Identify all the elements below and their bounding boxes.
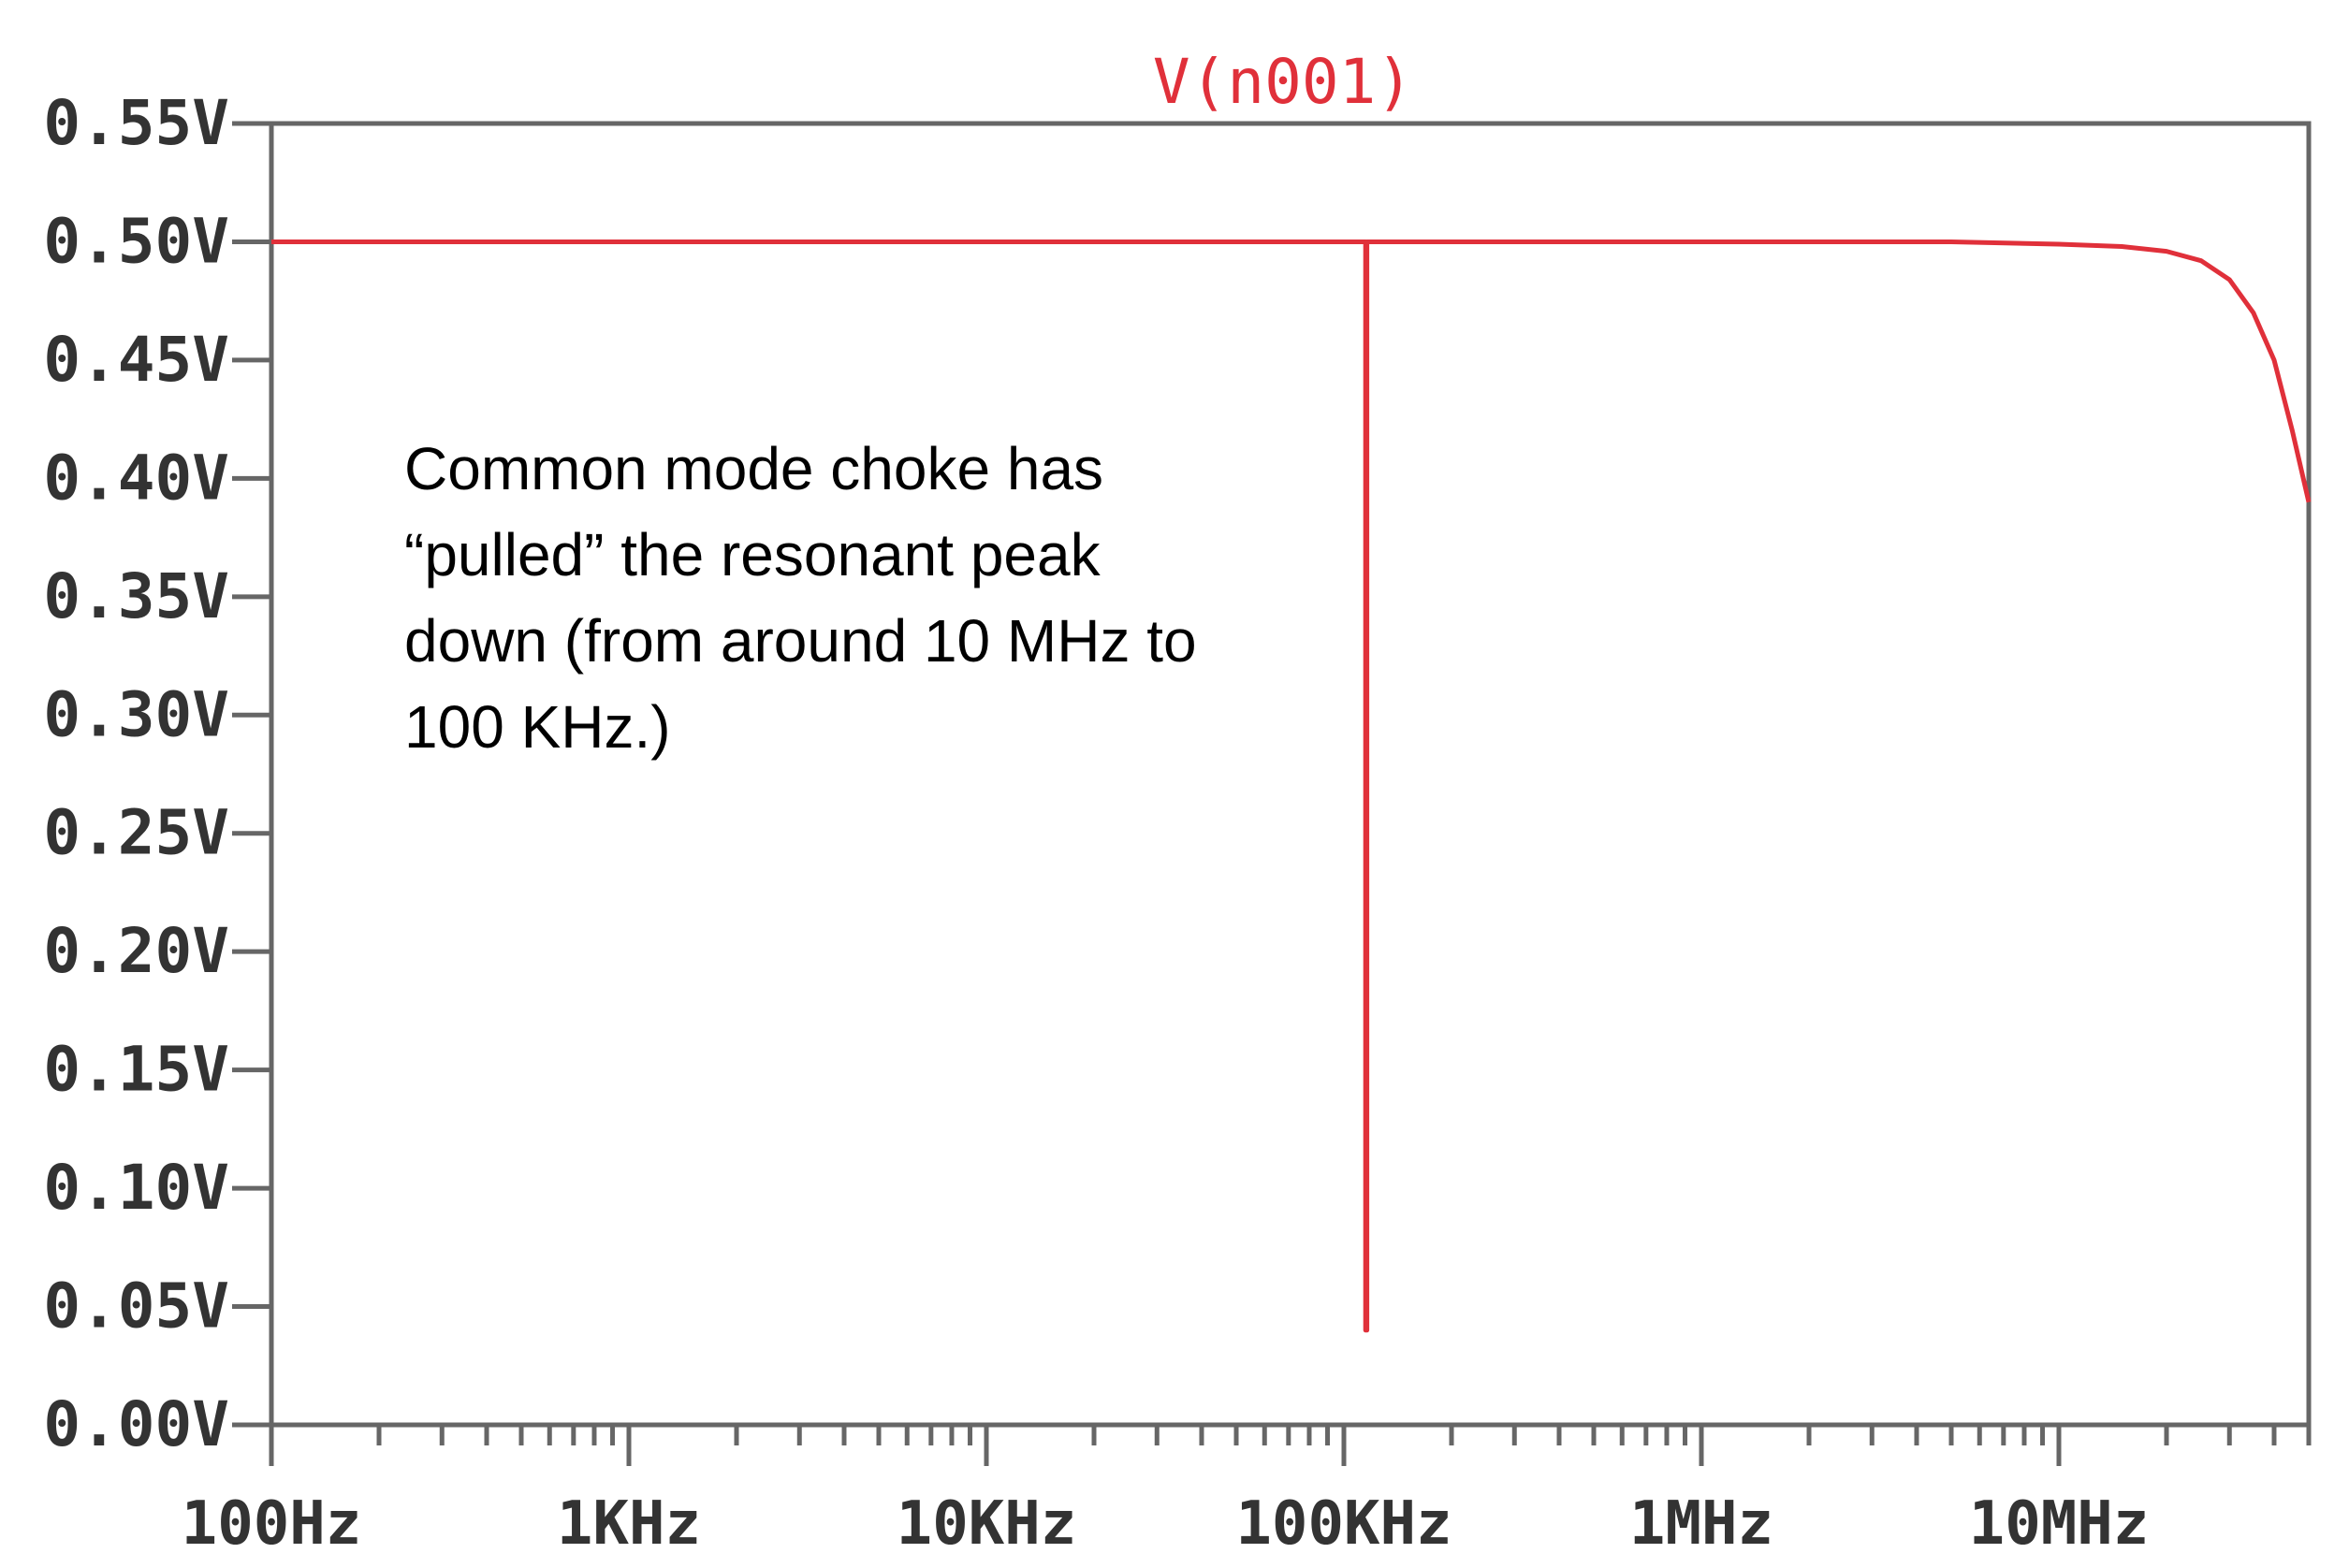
x-tick-label: 100KHz bbox=[1235, 1489, 1452, 1559]
series-line-v-n001 bbox=[271, 240, 2312, 1333]
y-tick-label: 0.50V bbox=[43, 205, 229, 277]
y-tick-label: 0.15V bbox=[43, 1034, 229, 1106]
y-tick-label: 0.35V bbox=[43, 560, 229, 632]
y-tick-label: 0.20V bbox=[43, 915, 229, 987]
y-tick-label: 0.05V bbox=[43, 1270, 229, 1343]
y-tick-label: 0.45V bbox=[43, 324, 229, 396]
y-tick-label: 0.40V bbox=[43, 442, 229, 514]
x-tick-label: 1MHz bbox=[1629, 1489, 1773, 1559]
x-axis: 100Hz 1KHz 10KHz 100KHz 1MHz 10MHz bbox=[182, 1425, 2312, 1559]
y-axis: 0.55V 0.50V 0.45V 0.40V 0.35V 0.30V 0.25V 0.20V… bbox=[43, 87, 271, 1460]
x-tick-label: 10KHz bbox=[897, 1489, 1077, 1559]
y-tick-label: 0.10V bbox=[43, 1152, 229, 1224]
annotation-text: Common mode choke has “pulled” the reson… bbox=[404, 435, 1197, 761]
x-tick-label: 10MHz bbox=[1969, 1489, 2150, 1559]
x-tick-label: 1KHz bbox=[557, 1489, 701, 1559]
x-tick-label: 100Hz bbox=[182, 1489, 362, 1559]
plot-frame bbox=[269, 121, 2312, 1428]
y-tick-label: 0.30V bbox=[43, 678, 229, 750]
y-tick-label: 0.00V bbox=[43, 1388, 229, 1460]
chart-title: V(n001) bbox=[1153, 46, 1413, 118]
y-tick-label: 0.25V bbox=[43, 797, 229, 869]
y-tick-label: 0.55V bbox=[43, 87, 229, 159]
